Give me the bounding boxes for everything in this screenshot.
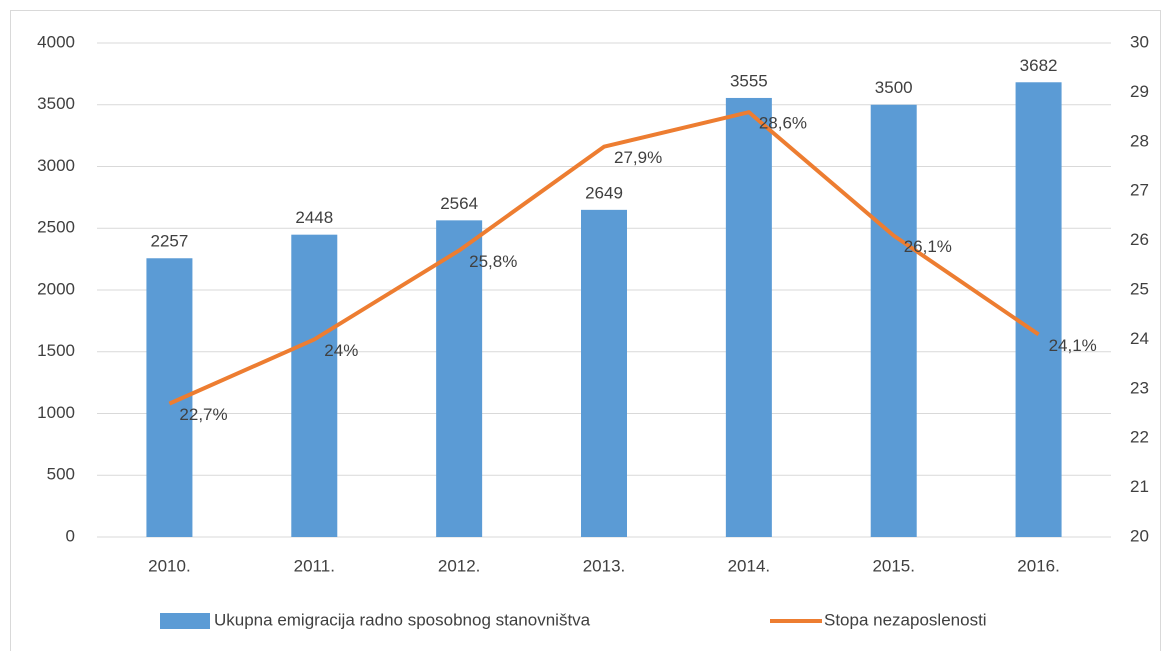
bar-value-label: 2649 [585,183,623,202]
y-tick-label: 1500 [37,341,75,360]
bar-value-label: 3500 [875,78,913,97]
y2-tick-label: 24 [1130,329,1149,348]
line-value-label: 24% [324,341,358,360]
bar [436,220,483,537]
bar-value-label: 2448 [295,208,333,227]
legend-label: Ukupna emigracija radno sposobnog stanov… [214,610,591,629]
y2-tick-label: 25 [1130,279,1149,298]
y2-tick-label: 23 [1130,378,1149,397]
bar-value-label: 2257 [151,232,189,251]
x-tick-label: 2010. [148,556,191,575]
y2-tick-label: 29 [1130,82,1149,101]
y2-tick-label: 26 [1130,230,1149,249]
line-value-label: 26,1% [904,237,952,256]
bar [1015,82,1062,537]
x-tick-label: 2013. [583,556,626,575]
bar-value-label: 2564 [440,194,478,213]
bar [581,209,627,537]
line-value-label: 22,7% [179,405,227,424]
y-tick-label: 3500 [37,94,75,113]
bar [870,104,917,537]
legend-swatch [160,613,210,629]
y2-tick-label: 22 [1130,428,1149,447]
bar [291,234,338,537]
line-value-label: 25,8% [469,252,517,271]
x-tick-label: 2014. [728,556,771,575]
x-tick-label: 2016. [1017,556,1060,575]
y-tick-label: 4000 [37,32,75,51]
x-tick-label: 2012. [438,556,481,575]
bar-value-label: 3555 [730,71,768,90]
line-value-label: 27,9% [614,148,662,167]
bar [725,97,772,538]
y2-tick-label: 20 [1130,526,1149,545]
y2-tick-label: 28 [1130,131,1149,150]
bar-value-label: 3682 [1020,56,1058,75]
legend-label: Stopa nezaposlenosti [824,610,987,629]
y2-tick-label: 30 [1130,32,1149,51]
y-tick-label: 2500 [37,218,75,237]
line [168,110,1040,406]
y-tick-label: 0 [66,526,75,545]
y2-tick-label: 27 [1130,181,1149,200]
y2-tick-label: 21 [1130,477,1149,496]
y-tick-label: 500 [47,465,75,484]
y-tick-label: 2000 [37,279,75,298]
x-tick-label: 2015. [872,556,915,575]
x-tick-label: 2011. [294,556,335,575]
line-value-label: 24,1% [1049,336,1097,355]
y-tick-label: 1000 [37,403,75,422]
y-tick-label: 3000 [37,156,75,175]
line-value-label: 28,6% [759,114,807,133]
